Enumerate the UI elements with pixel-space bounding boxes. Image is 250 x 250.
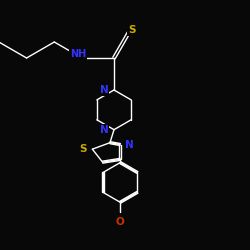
Text: N: N [100, 85, 108, 95]
Text: N: N [100, 125, 108, 135]
Text: S: S [80, 144, 87, 154]
Text: NH: NH [70, 49, 86, 59]
Text: N: N [125, 140, 134, 149]
Text: S: S [128, 25, 136, 35]
Text: O: O [116, 217, 124, 227]
